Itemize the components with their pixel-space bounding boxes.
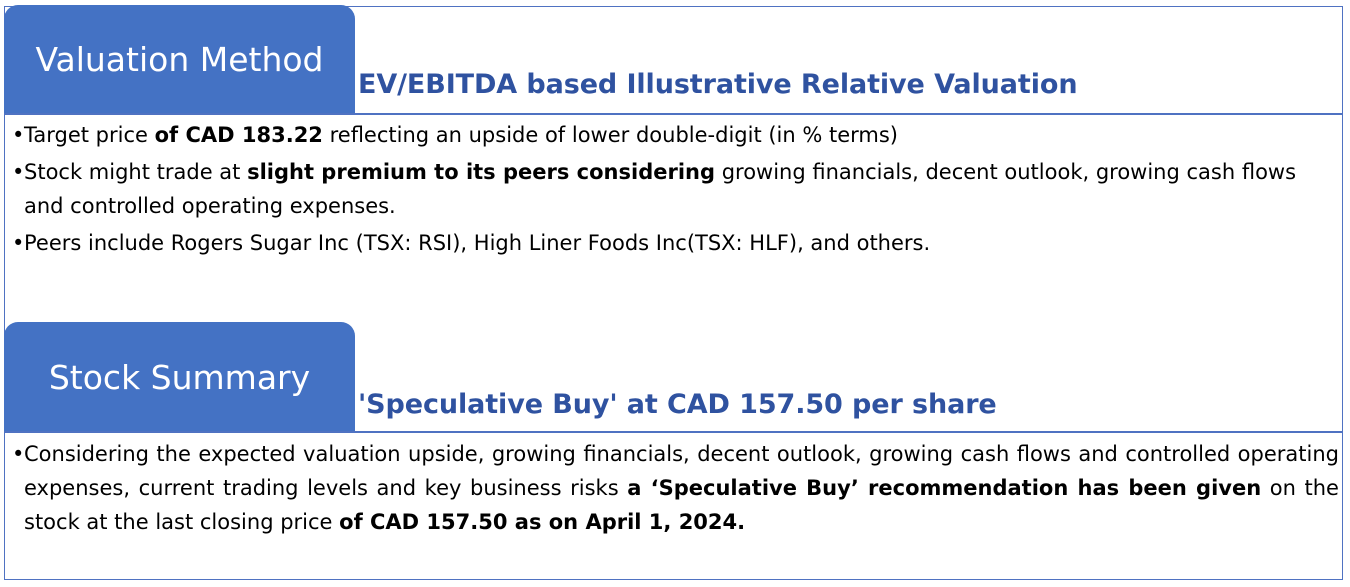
valuation-bullet-list: Target price of CAD 183.22 reflecting an… (12, 118, 1339, 263)
stock-summary-tab: Stock Summary (4, 322, 355, 432)
valuation-bullet-premium: Stock might trade at slight premium to i… (12, 155, 1339, 223)
content-frame (4, 6, 1343, 580)
recommendation-bold: a ‘Speculative Buy’ recommendation has b… (627, 476, 1262, 500)
valuation-method-heading: EV/EBITDA based Illustrative Relative Va… (358, 69, 1078, 100)
valuation-divider (4, 113, 1343, 115)
valuation-method-tab-label: Valuation Method (35, 40, 324, 79)
stock-summary-bullet-list: Considering the expected valuation upsid… (12, 437, 1339, 542)
valuation-bullet-target-price: Target price of CAD 183.22 reflecting an… (12, 118, 1339, 152)
closing-price-bold: of CAD 157.50 as on April 1, 2024. (339, 510, 746, 534)
stock-summary-heading: 'Speculative Buy' at CAD 157.50 per shar… (358, 389, 997, 420)
stock-summary-bullet: Considering the expected valuation upsid… (12, 437, 1339, 539)
stock-summary-tab-label: Stock Summary (48, 357, 311, 397)
stock-summary-divider (4, 431, 1343, 433)
target-price-bold: of CAD 183.22 (154, 123, 323, 147)
valuation-method-tab: Valuation Method (4, 5, 355, 114)
premium-bold: slight premium to its peers considering (247, 160, 716, 184)
valuation-bullet-peers: Peers include Rogers Sugar Inc (TSX: RSI… (12, 226, 1339, 260)
